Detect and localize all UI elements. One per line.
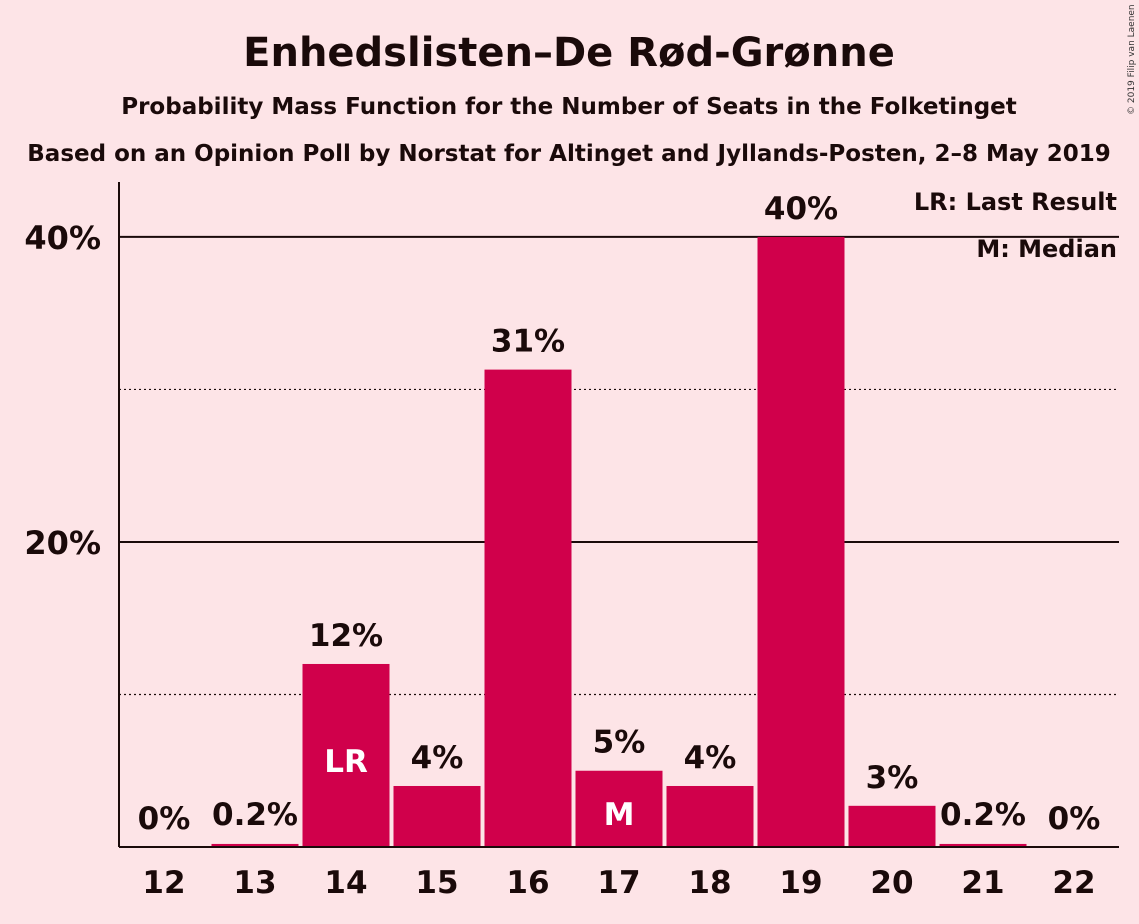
bar-16 [484,369,572,847]
x-tick-label: 22 [1052,865,1095,901]
x-tick-label: 20 [870,865,913,901]
copyright-text: © 2019 Filip van Laenen [1127,4,1137,115]
bars [211,236,1027,847]
chart-subtitle-source: Based on an Opinion Poll by Norstat for … [27,141,1110,167]
data-label-12: 0% [138,801,191,837]
x-tick-label: 13 [233,865,276,901]
x-tick-label: 21 [961,865,1004,901]
data-label-21: 0.2% [940,797,1026,833]
chart-subtitle: Probability Mass Function for the Number… [121,94,1017,120]
inner-label-m: M [604,797,635,833]
bar-19 [757,236,845,847]
bar-21 [939,843,1027,847]
x-tick-label: 17 [597,865,640,901]
x-tick-label: 15 [415,865,458,901]
x-tick-label: 14 [324,865,367,901]
bar-14 [302,663,390,847]
data-label-14: 12% [309,618,383,654]
axes [118,182,1119,848]
data-label-22: 0% [1048,801,1101,837]
data-label-18: 4% [684,740,737,776]
x-tick-label: 19 [779,865,822,901]
x-tick-label: 16 [506,865,549,901]
x-tick-label: 12 [142,865,185,901]
bar-20 [848,805,936,847]
data-label-16: 31% [491,324,565,360]
bar-13 [211,843,299,847]
data-label-19: 40% [764,191,838,227]
x-tick-label: 18 [688,865,731,901]
data-label-13: 0.2% [212,797,298,833]
data-label-20: 3% [866,760,919,796]
inner-label-lr: LR [324,744,368,780]
legend-median: M: Median [976,235,1117,263]
bar-17 [575,770,663,847]
data-labels: 0% 12 0.2% 13 12% LR 14 4% 15 31% 16 5% M 17 4% 18 40% 19… [138,191,1101,901]
legend-last-result: LR: Last Result [914,188,1117,216]
bar-15 [393,785,481,847]
bar-18 [666,785,754,847]
y-tick-label: 40% [24,219,101,257]
data-label-17: 5% [593,725,646,761]
gridlines: 20% 40% [24,219,1119,696]
y-tick-label: 20% [24,524,101,562]
chart-title: Enhedslisten–De Rød-Grønne [243,30,895,76]
data-label-15: 4% [411,740,464,776]
